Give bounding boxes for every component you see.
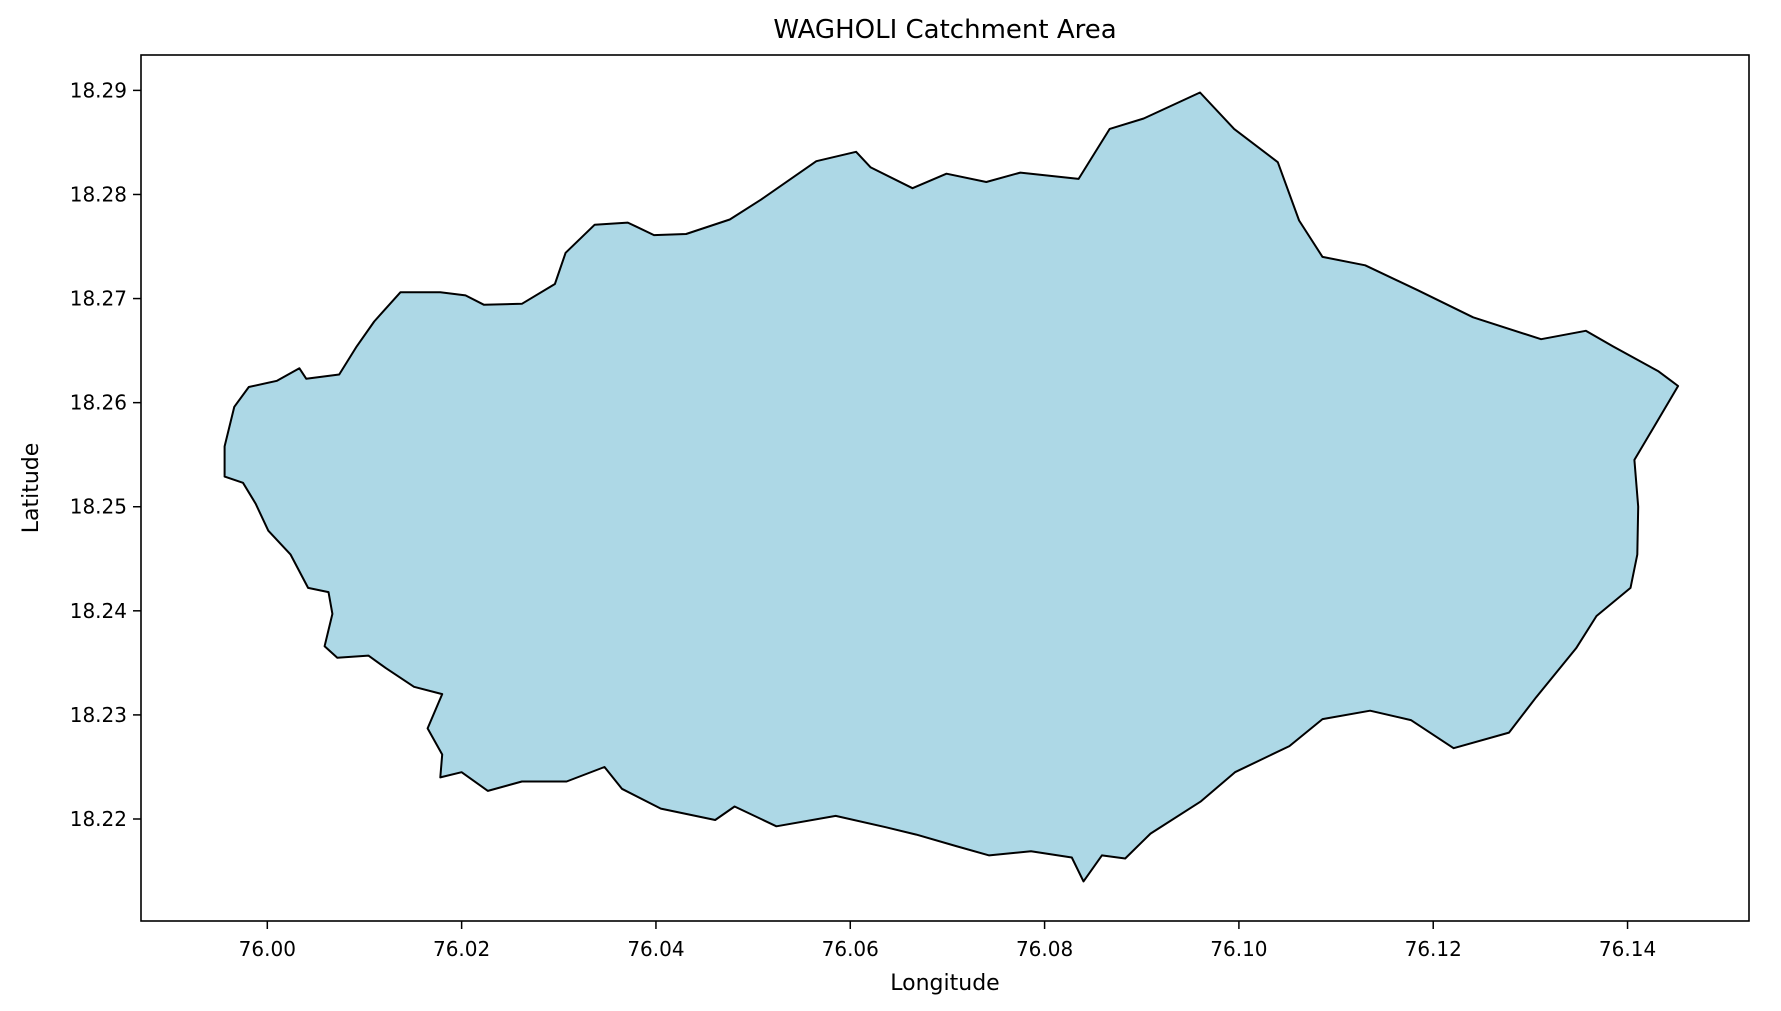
x-tick-label: 76.04 [627,937,684,961]
y-tick-label: 18.26 [70,391,127,415]
x-tick-label: 76.08 [1016,937,1073,961]
y-axis-label: Latitude [19,443,44,534]
chart-title: WAGHOLI Catchment Area [773,15,1116,45]
x-tick-label: 76.06 [822,937,879,961]
x-axis-label: Longitude [890,971,999,996]
x-tick-label: 76.10 [1210,937,1267,961]
y-tick-label: 18.27 [70,287,127,311]
x-tick-label: 76.00 [239,937,296,961]
y-tick-label: 18.23 [70,703,127,727]
x-tick-label: 76.14 [1599,937,1656,961]
y-axis-ticks: 18.22 18.23 18.24 18.25 18.26 18.27 18.28 18.29 [70,78,141,831]
plot-area [223,91,1680,883]
y-tick-label: 18.24 [70,599,127,623]
y-tick-label: 18.29 [70,78,127,102]
y-tick-label: 18.25 [70,495,127,519]
x-tick-label: 76.12 [1405,937,1462,961]
x-tick-label: 76.02 [433,937,490,961]
catchment-area-polygon [223,91,1680,883]
y-tick-label: 18.28 [70,182,127,206]
axes-frame [140,54,1750,922]
x-axis-ticks: 76.00 76.02 76.04 76.06 76.08 76.10 76.12 76.14 [239,921,1656,961]
y-tick-label: 18.22 [70,807,127,831]
